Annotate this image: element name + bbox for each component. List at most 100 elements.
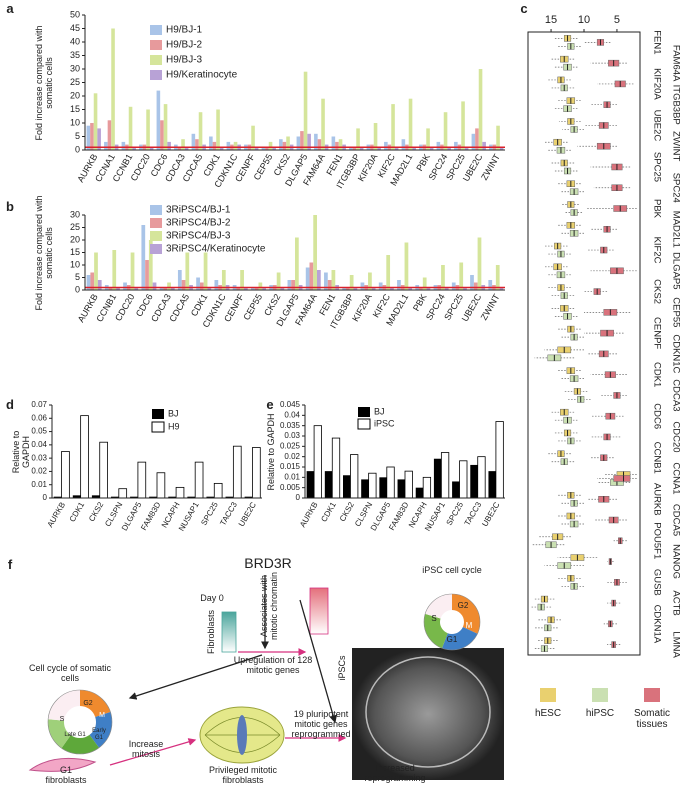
legend-label: hESC — [534, 708, 562, 719]
legend-swatch — [150, 25, 162, 35]
y-tick-label: 5 — [75, 272, 80, 282]
bar — [422, 476, 432, 499]
bar — [170, 287, 175, 290]
legend-swatch — [150, 40, 162, 50]
bar — [404, 470, 413, 499]
legend-label: Somatic tissues — [633, 708, 671, 730]
row-label: ITGB3BP — [670, 85, 681, 125]
bar — [282, 141, 287, 150]
bar — [90, 123, 94, 150]
bar — [207, 287, 212, 290]
legend-swatch — [150, 244, 162, 254]
y-tick-label: 30 — [70, 63, 80, 73]
phase: S — [431, 614, 437, 623]
x-tick-label: CKS2 — [87, 500, 106, 523]
y-tick-label: 35 — [70, 50, 80, 60]
x-tick-label: UBE2C — [480, 500, 501, 528]
row-label: ACTB — [670, 590, 681, 615]
bar — [488, 280, 493, 290]
bar — [262, 287, 266, 290]
bar — [335, 141, 339, 150]
bar — [473, 282, 478, 290]
bar — [219, 147, 224, 150]
bar — [99, 441, 108, 499]
bar — [199, 282, 204, 290]
y-tick-label: 0.07 — [31, 400, 47, 409]
diagram — [28, 575, 504, 780]
bar — [313, 425, 322, 499]
row-label: SPC25 — [651, 152, 662, 182]
y-tick-label: 15 — [70, 247, 80, 257]
bar — [426, 287, 431, 290]
bar — [307, 133, 311, 150]
bar — [168, 496, 177, 498]
bar — [72, 495, 81, 498]
bar — [309, 262, 314, 290]
legend-swatch — [150, 55, 162, 65]
legend-swatch — [150, 218, 162, 228]
row-label: NANOG — [670, 544, 681, 579]
bar — [251, 125, 255, 150]
row-label: CDK1 — [651, 362, 662, 387]
bar — [390, 287, 394, 290]
bar — [459, 460, 468, 499]
bar — [475, 128, 479, 150]
y-tick-label: 0.01 — [284, 472, 300, 481]
row-label: CEP55 — [670, 297, 681, 327]
text: Day 0 — [200, 593, 224, 603]
bar — [324, 471, 333, 498]
bar — [226, 141, 231, 150]
bar — [373, 123, 378, 150]
bar — [254, 287, 259, 290]
chromosomes — [237, 715, 247, 755]
y-tick-label: 0.05 — [31, 427, 47, 436]
bar — [447, 147, 451, 150]
arrow — [128, 654, 263, 700]
bar — [221, 270, 226, 290]
legend-swatch — [150, 70, 162, 80]
phase: G2 — [457, 601, 469, 610]
bar — [130, 496, 138, 498]
bar — [145, 260, 149, 290]
y-tick-label: 50 — [70, 9, 80, 19]
y-tick-label: 5 — [75, 131, 80, 141]
row-label: CDC20 — [670, 421, 681, 452]
text: 19 pluripotent mitotic genes reprogramme… — [291, 709, 351, 739]
diagram-title: BRD3R — [244, 555, 292, 571]
bar — [268, 141, 273, 150]
x-tick-label: CDK1 — [68, 500, 87, 523]
text: Privileged mitotic fibroblasts — [208, 765, 278, 785]
bar — [391, 104, 395, 150]
bar — [141, 225, 146, 290]
row-label: ZWINT — [670, 131, 681, 161]
bar — [159, 287, 164, 290]
bar — [181, 280, 186, 290]
text: Upregulation of 128 mitotic genes — [233, 655, 313, 675]
bar — [444, 287, 449, 290]
legend-label: BJ — [168, 408, 179, 418]
bar — [495, 421, 504, 499]
y-tick-label: 0.025 — [280, 441, 301, 450]
bar — [459, 262, 464, 290]
bar — [461, 101, 465, 150]
y-tick-label: 0.01 — [31, 480, 47, 489]
bar — [111, 28, 115, 150]
panel-label: c — [520, 1, 528, 16]
y-tick-label: 0.02 — [284, 452, 300, 461]
row-label: SPC24 — [670, 173, 681, 203]
y-tick-label: 25 — [70, 77, 80, 87]
bar — [123, 282, 127, 290]
legend-swatch — [644, 688, 660, 702]
y-axis-label: Relative to GAPDH — [11, 430, 31, 473]
bar — [110, 496, 119, 498]
text: Increased reprogramming — [364, 763, 426, 783]
ipsc-cycle — [424, 594, 480, 650]
bar — [104, 141, 108, 150]
box — [613, 475, 631, 482]
legend-label: BJ — [374, 406, 385, 416]
bar — [128, 106, 133, 150]
text: Fibroblasts — [206, 610, 217, 655]
y-axis-label: Relative to GAPDH — [266, 412, 277, 491]
bar — [132, 147, 136, 150]
y-tick-label: 15 — [70, 104, 80, 114]
